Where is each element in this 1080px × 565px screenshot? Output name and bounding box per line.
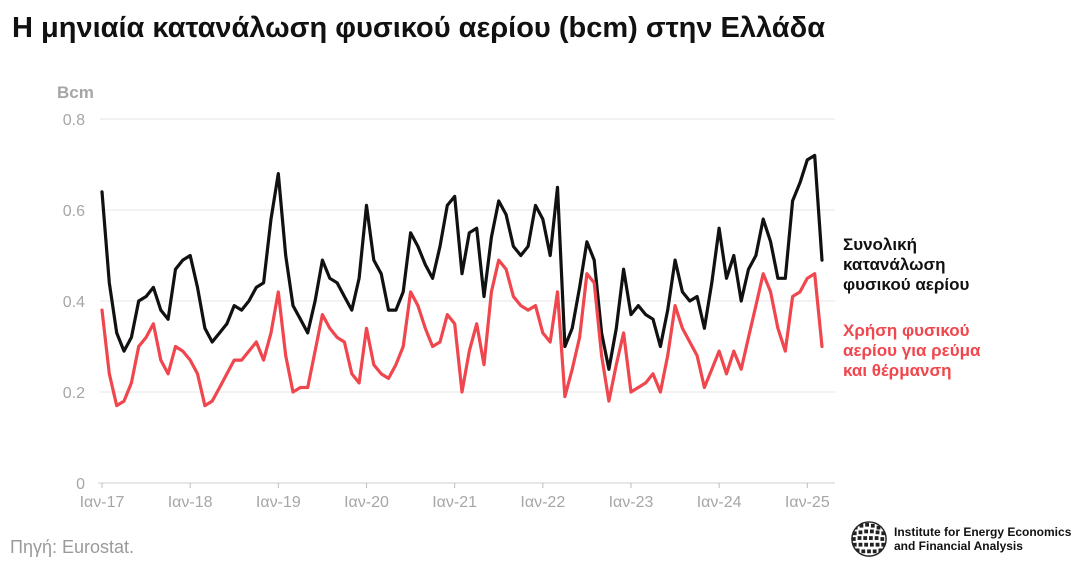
- ieefa-name: Institute for Energy Economics and Finan…: [894, 525, 1071, 553]
- legend-total: Συνολική κατανάλωση φυσικού αερίου: [843, 235, 969, 295]
- legend-power-line-2: αερίου για ρεύμα: [843, 341, 981, 360]
- x-tick-label: Ιαν-17: [80, 494, 125, 511]
- ieefa-name-line-2: and Financial Analysis: [894, 539, 1023, 553]
- legend-total-line-2: κατανάλωση: [843, 255, 946, 274]
- x-tick-label: Ιαν-20: [344, 494, 389, 511]
- series-line-power: [100, 258, 824, 408]
- ieefa-logo-block: Institute for Energy Economics and Finan…: [850, 520, 1071, 558]
- ieefa-name-line-1: Institute for Energy Economics: [894, 525, 1072, 539]
- source-note: Πηγή: Eurostat.: [10, 537, 135, 557]
- x-tick-label: Ιαν-22: [520, 494, 565, 511]
- chart-title: Η μηνιαία κατανάλωση φυσικού αερίου (bcm…: [12, 12, 826, 44]
- gridlines: [100, 118, 835, 484]
- series-line-total: [100, 153, 824, 371]
- y-axis-ticks: 0 0.2 0.4 0.6 0.8: [63, 112, 85, 493]
- y-tick-label: 0.2: [63, 385, 85, 402]
- x-tick-label: Ιαν-18: [168, 494, 213, 511]
- x-tick-label: Ιαν-19: [256, 494, 301, 511]
- legend-power: Χρήση φυσικού αερίου για ρεύμα και θέρμα…: [843, 321, 980, 381]
- legend-power-line-3: και θέρμανση: [843, 361, 952, 380]
- x-tick-label: Ιαν-25: [785, 494, 830, 511]
- globe-icon: [851, 521, 887, 557]
- y-tick-label: 0.6: [63, 203, 85, 220]
- series-lines: [100, 153, 824, 408]
- y-tick-label: 0.8: [63, 112, 85, 129]
- x-tick-label: Ιαν-24: [697, 494, 742, 511]
- legend-power-line-1: Χρήση φυσικού: [843, 321, 970, 340]
- y-tick-label: 0: [76, 476, 85, 493]
- legend-total-line-3: φυσικού αερίου: [843, 275, 970, 294]
- y-tick-label: 0.4: [63, 294, 85, 311]
- x-axis: Ιαν-17 Ιαν-18 Ιαν-19 Ιαν-20 Ιαν-21 Ιαν-22 Ιαν-…: [80, 482, 835, 511]
- legend-total-line-1: Συνολική: [843, 235, 917, 254]
- y-axis-label: Bcm: [57, 83, 94, 102]
- x-tick-label: Ιαν-23: [609, 494, 654, 511]
- x-tick-label: Ιαν-21: [432, 494, 477, 511]
